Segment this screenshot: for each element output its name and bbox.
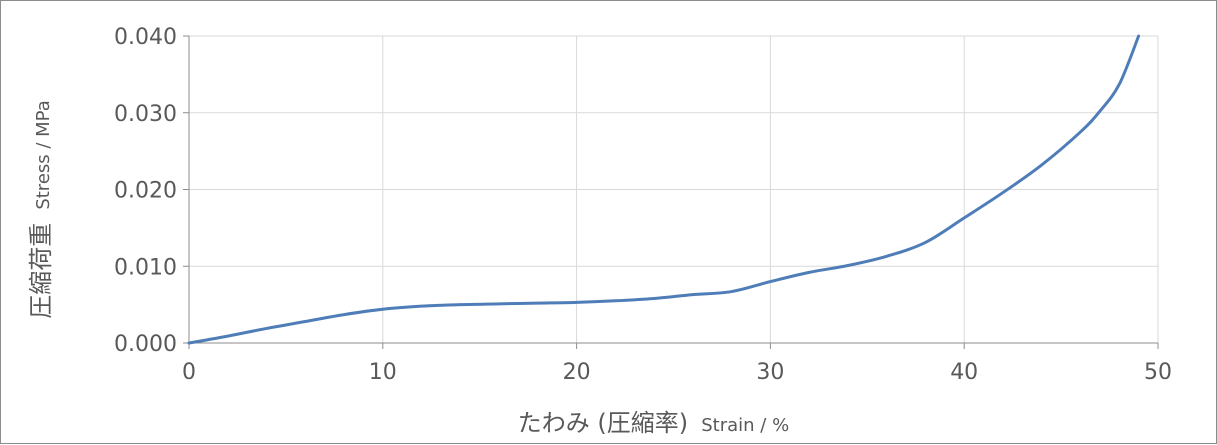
y-axis-title: 圧縮荷重 Stress / MPa bbox=[27, 100, 55, 319]
x-axis-title-sub: Strain / % bbox=[701, 415, 789, 436]
x-tick-label: 20 bbox=[563, 360, 591, 385]
y-axis-title-sub: Stress / MPa bbox=[33, 100, 54, 209]
y-tick-label: 0.040 bbox=[114, 25, 177, 50]
axes bbox=[183, 35, 1159, 349]
y-tick-label: 0.020 bbox=[114, 179, 177, 204]
series-line bbox=[187, 34, 1141, 345]
x-tick-label: 40 bbox=[950, 360, 978, 385]
grid-lines bbox=[189, 35, 1159, 343]
x-tick-label: 0 bbox=[182, 360, 196, 385]
x-tick-label: 10 bbox=[369, 360, 397, 385]
x-tick-label: 50 bbox=[1144, 360, 1172, 385]
y-tick-label: 0.000 bbox=[114, 332, 177, 357]
x-axis-title-main: たわみ (圧縮率) bbox=[518, 409, 688, 437]
x-axis-title: たわみ (圧縮率) Strain / % bbox=[518, 409, 789, 437]
series-layer bbox=[187, 34, 1141, 345]
y-tick-label: 0.010 bbox=[114, 255, 177, 280]
y-tick-label: 0.030 bbox=[114, 102, 177, 127]
tick-labels: 0.000 0.010 0.020 0.030 0.040 0 10 20 30 40 50 bbox=[114, 25, 1172, 385]
y-axis-title-main: 圧縮荷重 bbox=[27, 223, 55, 319]
x-tick-label: 30 bbox=[756, 360, 784, 385]
